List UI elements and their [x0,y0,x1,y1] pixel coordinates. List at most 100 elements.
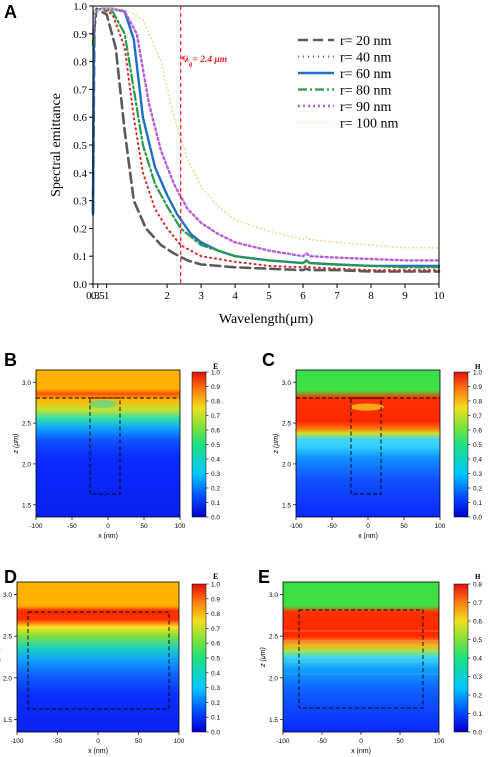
colorbar-tick-label: 0.3 [211,685,220,692]
panel-e-axes: -100 -50 0 50 100 1.5 2.0 2.5 3.0 x (nm) z (μm) [260,592,445,755]
colorbar-tick-label: 0.6 [211,641,220,648]
x-tick-label: 0 [366,523,370,530]
lambda-g-annotation: λg= 2.4 μm [184,55,227,68]
x-tick-label: 5 [266,290,272,302]
y-axis-label: z (μm) [273,434,280,455]
colorbar-tick-label: 0.7 [473,600,482,607]
y-tick-label: 2.0 [269,675,278,682]
panel-a-legend: r= 20 nm r= 40 nmr= 60 nm r= 80 nmr= 90 nm… [298,34,399,132]
panel-c-colorbar [453,371,469,518]
y-tick-label: 3.0 [282,380,291,387]
x-tick-label: 0 [106,523,110,530]
y-tick-label: 2.0 [22,461,31,468]
x-tick-label: 50 [396,738,404,745]
y-axis-label: z (μm) [13,434,20,455]
panel-b-colorbar-ticks: 0.0 0.1 0.2 0.3 0.4 0.5 0.6 0.7 0.8 0.9 1.0 [206,370,220,522]
colorbar-tick-label: 0.0 [211,730,220,737]
series-line-4 [91,7,441,269]
x-tick-label: 6 [300,290,306,302]
x-tick-label: -100 [276,738,289,745]
panel-e-pillar-outline [298,609,424,709]
y-tick-label: 0.6 [73,112,87,124]
panel-b-colorbar-label: E [213,362,218,371]
panel-label-b: B [4,350,17,370]
panel-d-colorbar [191,583,207,733]
colorbar-tick-label: 1.0 [473,370,482,377]
legend-label: r= 100 nm [340,117,399,132]
series-line-2 [92,7,440,272]
colorbar-tick-label: 0.4 [473,656,482,663]
colorbar-tick-label: 0.3 [473,674,482,681]
panel-label-e: E [258,567,270,587]
x-tick-label: -50 [67,523,77,530]
panel-b-hotspot [89,400,117,408]
x-tick-label: 2 [164,290,170,302]
y-tick-label: 2.0 [3,675,12,682]
colorbar-tick-label: 0.6 [473,619,482,626]
panel-a-line-chart: A 0.30.5 1 2 3 4 5 6 7 8 9 100.00.10.20.30.40.50.6… [4,1,445,327]
colorbar-tick-label: 0.6 [473,428,482,435]
y-tick-label: 2.5 [3,634,12,641]
colorbar-tick-label: 0.0 [211,515,220,522]
panel-a-plot-frame [92,5,440,285]
legend-label: r= 20 nm [340,34,392,49]
y-tick-label: 0.1 [73,251,87,263]
panel-label-c: C [262,350,275,370]
lambda-g-arrow [181,55,185,61]
colorbar-tick-label: 0.1 [211,500,220,507]
panel-d-colorbar-label: E [213,572,218,581]
colorbar-tick-label: 0.4 [211,457,220,464]
colorbar-tick-label: 0.8 [211,611,220,618]
panel-label-a: A [4,2,17,22]
colorbar-tick-label: 0.3 [211,471,220,478]
panel-e-colorbar-ticks: 0.0 0.1 0.2 0.3 0.4 0.5 0.6 0.7 0.8 [468,582,482,737]
x-tick-label: 50 [400,523,408,530]
x-axis-label: x (nm) [98,533,118,540]
panel-c-hotspot [350,403,384,411]
panel-a-y-axis-label: Spectral emittance [49,93,64,197]
panel-c-field-map [296,370,440,517]
panel-b-field-map [36,370,180,517]
x-tick-label: -100 [10,738,23,745]
colorbar-tick-label: 0.5 [211,442,220,449]
x-tick-label: -50 [317,738,327,745]
panel-a-x-axis-label: Wavelength(μm) [219,312,314,327]
x-tick-label: 0 [96,738,100,745]
colorbar-tick-label: 0.5 [473,637,482,644]
panel-d-pillar-outline [27,611,170,710]
x-tick-label: -100 [289,523,302,530]
colorbar-tick-label: 0.9 [211,596,220,603]
panel-b-colorbar [191,371,207,518]
x-tick-label: 7 [334,290,340,302]
legend-label: r= 80 nm [340,84,392,99]
series-line-5 [91,7,441,262]
y-tick-label: 1.0 [73,1,87,13]
x-axis-label: x (nm) [351,748,371,755]
x-tick-label: 50 [140,523,148,530]
legend-label: r= 60 nm [340,67,392,82]
colorbar-tick-label: 0.7 [211,626,220,633]
x-tick-label: 0.5 [91,290,105,302]
panel-label-d: D [4,567,17,587]
panel-e-field-map [283,582,439,732]
colorbar-tick-label: 0.5 [211,656,220,663]
y-tick-label: 0.7 [73,84,87,96]
y-tick-label: 2.0 [282,461,291,468]
y-axis-label: z (μm) [0,647,1,668]
colorbar-tick-label: 0.7 [211,413,220,420]
panel-d-axes: -100 -50 0 50 100 1.5 2.0 2.5 3.0 x (nm) z (μm) [0,592,185,755]
x-tick-label: 3 [198,290,204,302]
x-axis-label: x (nm) [358,533,378,540]
x-tick-label: -100 [29,523,42,530]
y-tick-label: 3.0 [3,592,12,599]
colorbar-tick-label: 0.0 [473,515,482,522]
x-tick-label: 4 [232,290,238,302]
colorbar-tick-label: 0.1 [473,500,482,507]
y-tick-label: 0.8 [73,57,87,69]
panel-c-pillar-outline [350,397,382,495]
y-tick-label: 2.5 [269,634,278,641]
x-tick-label: 100 [175,523,186,530]
